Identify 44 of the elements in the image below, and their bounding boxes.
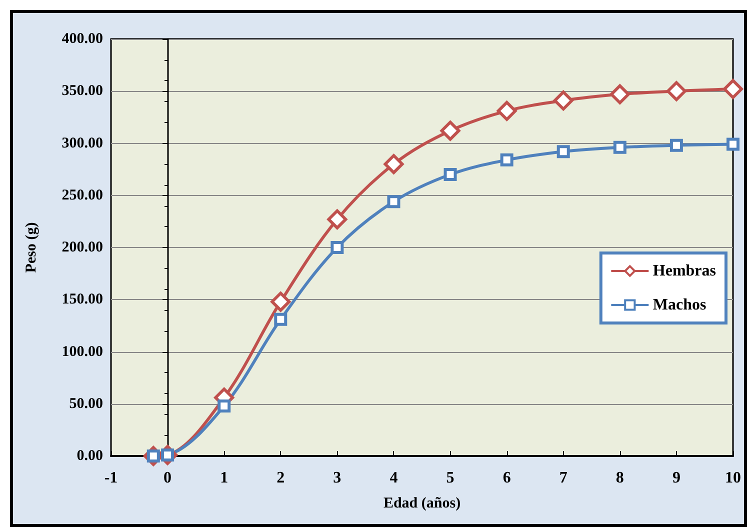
x-tick-label: 5 xyxy=(446,470,454,486)
x-tick-label: 0 xyxy=(164,470,172,486)
x-tick-label: -1 xyxy=(104,470,118,486)
y-tick-label: 400.00 xyxy=(62,31,103,47)
y-tick-label: 100.00 xyxy=(62,344,103,360)
x-tick-label: 10 xyxy=(725,470,741,486)
y-tick-label: 0.00 xyxy=(76,448,103,464)
point xyxy=(270,292,291,312)
point xyxy=(726,138,740,151)
x-tick-label: 6 xyxy=(502,470,511,486)
x-axis-title: Edad (años) xyxy=(383,496,461,512)
point xyxy=(327,209,348,230)
y-tick-label: 150.00 xyxy=(62,292,103,308)
point xyxy=(666,81,686,102)
point xyxy=(610,84,630,104)
x-tick-label: 8 xyxy=(616,470,624,486)
point xyxy=(384,154,404,174)
y-tick-label: 250.00 xyxy=(62,187,103,204)
point xyxy=(613,140,626,154)
legend-label: Hembras xyxy=(652,262,716,280)
point xyxy=(500,153,514,166)
y-tick-label: 350.00 xyxy=(62,83,103,100)
point xyxy=(274,312,288,326)
x-tick-label: 3 xyxy=(333,470,342,486)
point xyxy=(496,100,517,121)
point xyxy=(723,79,743,100)
point xyxy=(387,195,400,208)
y-tick-label: 200.00 xyxy=(62,240,103,256)
point xyxy=(556,145,570,158)
y-tick-label: 50.00 xyxy=(69,396,103,412)
x-tick-label: 2 xyxy=(276,470,285,486)
point xyxy=(330,241,344,254)
point xyxy=(444,168,457,182)
x-tick-label: 7 xyxy=(559,470,568,486)
y-axis-title: Peso (g) xyxy=(24,222,40,273)
legend-label: Machos xyxy=(652,296,706,314)
x-tick-label: 4 xyxy=(390,470,398,486)
point xyxy=(440,120,460,141)
x-tick-label: 1 xyxy=(220,470,228,486)
point xyxy=(553,90,574,111)
point xyxy=(670,138,683,152)
point xyxy=(218,399,231,412)
y-tick-label: 300.00 xyxy=(62,135,103,152)
x-tick-label: 9 xyxy=(672,470,680,486)
